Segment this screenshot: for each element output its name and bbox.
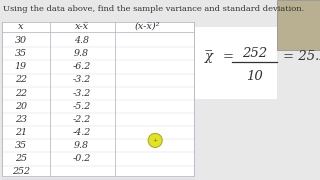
Text: 23: 23	[15, 115, 27, 124]
Text: 9.8: 9.8	[74, 141, 89, 150]
Text: +: +	[153, 138, 158, 143]
Text: 30: 30	[15, 36, 27, 45]
Text: 252: 252	[12, 167, 30, 176]
Text: (x-x̅)²: (x-x̅)²	[134, 22, 160, 31]
FancyBboxPatch shape	[2, 22, 194, 176]
Ellipse shape	[148, 133, 162, 147]
Text: 21: 21	[15, 128, 27, 137]
FancyBboxPatch shape	[277, 0, 320, 50]
Text: x: x	[18, 22, 24, 31]
Text: -5.2: -5.2	[72, 102, 91, 111]
Text: 10: 10	[246, 70, 263, 83]
Text: -6.2: -6.2	[72, 62, 91, 71]
Text: 4.8: 4.8	[74, 36, 89, 45]
Text: -3.2: -3.2	[72, 89, 91, 98]
Text: -0.2: -0.2	[72, 154, 91, 163]
Text: 19: 19	[15, 62, 27, 71]
Text: = 25.2: = 25.2	[283, 50, 320, 63]
Text: Using the data above, find the sample variance and standard deviation.: Using the data above, find the sample va…	[3, 5, 304, 13]
Text: 9.8: 9.8	[74, 49, 89, 58]
Text: 35: 35	[15, 49, 27, 58]
Text: =: =	[222, 50, 233, 63]
Text: χ̅: χ̅	[205, 50, 213, 63]
Text: 22: 22	[15, 89, 27, 98]
Text: 22: 22	[15, 75, 27, 84]
FancyBboxPatch shape	[195, 27, 277, 99]
Text: x-x̅: x-x̅	[75, 22, 89, 31]
Text: -3.2: -3.2	[72, 75, 91, 84]
Text: 252: 252	[242, 47, 267, 60]
Text: -4.2: -4.2	[72, 128, 91, 137]
Text: 25: 25	[15, 154, 27, 163]
Text: -2.2: -2.2	[72, 115, 91, 124]
Text: 20: 20	[15, 102, 27, 111]
Text: 35: 35	[15, 141, 27, 150]
